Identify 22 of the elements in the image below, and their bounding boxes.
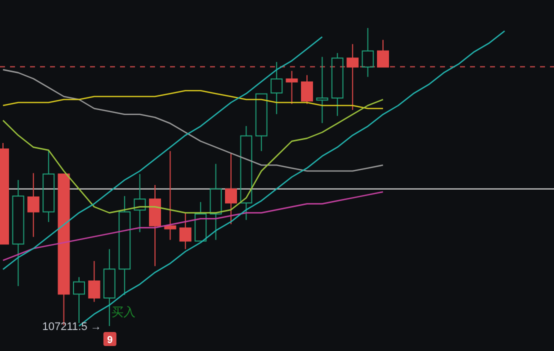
candlestick: [346, 44, 359, 110]
candlestick: [42, 149, 55, 222]
candlestick: [118, 196, 131, 296]
candlestick: [270, 61, 283, 115]
candlestick: [164, 150, 176, 240]
candlestick: [179, 212, 192, 250]
candlestick: [210, 163, 222, 240]
candlestick: [331, 52, 344, 116]
candlestick: [27, 172, 40, 238]
candlestick: [225, 152, 237, 225]
candlestick: [362, 28, 374, 78]
annotation: 107211.5 →: [42, 321, 102, 333]
candlestick: [149, 184, 161, 267]
candlestick: [12, 179, 24, 287]
candlestick: [316, 56, 328, 124]
annotation: 买入: [111, 305, 136, 319]
candlestick: [73, 276, 85, 324]
candlestick: [134, 174, 146, 233]
candlestick: [286, 70, 298, 104]
text: 9: [107, 335, 114, 346]
candlestick: [240, 126, 252, 220]
candlestick: [88, 260, 100, 302]
